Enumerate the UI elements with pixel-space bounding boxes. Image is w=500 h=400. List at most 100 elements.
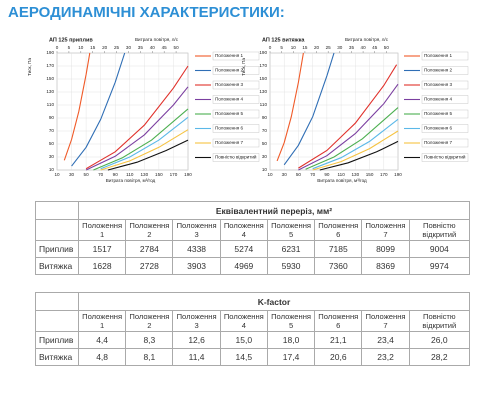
plot-area bbox=[56, 52, 189, 171]
cell: 18,0 bbox=[266, 331, 316, 349]
curve bbox=[85, 65, 189, 170]
cell: 26,0 bbox=[408, 331, 471, 349]
x-tick-label: 90 bbox=[324, 172, 330, 177]
cell: 20,6 bbox=[314, 348, 363, 366]
x-tick-label: 10 bbox=[267, 172, 273, 177]
y-tick-label: 170 bbox=[259, 63, 267, 68]
column-header: Положення 6 bbox=[314, 310, 363, 332]
curve bbox=[305, 107, 399, 170]
curve bbox=[276, 52, 304, 162]
cell: 8369 bbox=[361, 257, 410, 275]
x2-tick-label: 30 bbox=[126, 45, 132, 50]
chart-title: АП 125 приплив bbox=[49, 37, 93, 43]
cell: 28,2 bbox=[408, 348, 471, 366]
y-tick-label: 10 bbox=[49, 167, 55, 172]
x2-tick-label: 15 bbox=[302, 45, 308, 50]
legend-label: Положення 3 bbox=[424, 82, 452, 87]
table-title: Еквівалентний переріз, мм² bbox=[78, 201, 470, 220]
x-tick-label: 170 bbox=[380, 172, 388, 177]
cell: 1628 bbox=[77, 257, 127, 275]
x2-tick-label: 15 bbox=[90, 45, 96, 50]
table-title: K-factor bbox=[78, 292, 470, 311]
column-header: Положення 1 bbox=[77, 219, 127, 241]
legend-box bbox=[212, 95, 260, 104]
legend-label: Положення 6 bbox=[215, 126, 243, 131]
curve bbox=[298, 64, 398, 169]
x2-tick-label: 10 bbox=[291, 45, 297, 50]
y-tick-label: 150 bbox=[259, 76, 267, 81]
x2-axis-title: Витрата повітря, л/с bbox=[135, 37, 179, 42]
y-tick-label: 50 bbox=[49, 141, 55, 146]
y-tick-label: 190 bbox=[46, 50, 54, 55]
cell: 21,1 bbox=[314, 331, 363, 349]
x2-tick-label: 0 bbox=[269, 45, 272, 50]
y-tick-label: 90 bbox=[49, 115, 55, 120]
y-tick-label: 50 bbox=[262, 141, 268, 146]
curve bbox=[312, 130, 399, 171]
y-tick-label: 110 bbox=[260, 102, 268, 107]
cell: 6231 bbox=[266, 240, 316, 258]
curve bbox=[298, 83, 399, 171]
curve bbox=[63, 52, 91, 161]
x-tick-label: 130 bbox=[351, 172, 359, 177]
legend-label: Положення 6 bbox=[424, 126, 452, 131]
legend-box bbox=[212, 66, 260, 75]
data-row: Витяжка 4,8 8,1 11,4 14,5 17,4 20,6 23,2 28,2 bbox=[35, 348, 471, 366]
cell: 8,1 bbox=[125, 348, 174, 366]
plot-area bbox=[269, 52, 399, 171]
data-row: Витяжка 1628 2728 3903 4969 5930 7360 8369 9974 bbox=[35, 257, 471, 275]
legend-box bbox=[421, 95, 469, 104]
corner-cell bbox=[35, 310, 79, 332]
curve bbox=[283, 52, 335, 166]
curve bbox=[71, 52, 126, 167]
row-label: Приплив bbox=[35, 240, 79, 258]
x2-tick-label: 30 bbox=[337, 45, 343, 50]
cell: 23,2 bbox=[361, 348, 410, 366]
x2-tick-label: 45 bbox=[162, 45, 168, 50]
legend-box bbox=[212, 51, 260, 61]
cell: 1517 bbox=[77, 240, 127, 258]
legend-label: Положення 5 bbox=[215, 111, 243, 116]
x-axis-title: Витрата повітря, м³/год bbox=[317, 178, 367, 183]
corner-cell bbox=[35, 219, 79, 241]
cell: 5930 bbox=[266, 257, 316, 275]
legend-box bbox=[421, 66, 469, 75]
x-tick-label: 50 bbox=[84, 172, 90, 177]
cell: 7185 bbox=[314, 240, 363, 258]
column-header: Положення 4 bbox=[219, 310, 268, 332]
cell: 9004 bbox=[408, 240, 471, 258]
data-table: K-factor Положення 1 Положення 2 Положення … bbox=[35, 292, 471, 366]
y-tick-label: 190 bbox=[259, 50, 267, 55]
x-tick-label: 70 bbox=[310, 172, 316, 177]
y-tick-label: 150 bbox=[46, 76, 54, 81]
curve bbox=[93, 108, 189, 171]
chart-title: АП 125 витяжка bbox=[262, 37, 305, 43]
x-tick-label: 50 bbox=[296, 172, 302, 177]
corner-cell bbox=[35, 292, 79, 311]
cell: 12,6 bbox=[172, 331, 221, 349]
y-tick-label: 170 bbox=[46, 63, 54, 68]
x2-tick-label: 50 bbox=[174, 45, 180, 50]
legend-label: Положення 7 bbox=[424, 140, 452, 145]
legend-box bbox=[421, 124, 469, 133]
title-row: K-factor bbox=[35, 292, 470, 311]
y-tick-label: 10 bbox=[262, 167, 268, 172]
x2-tick-label: 10 bbox=[78, 45, 84, 50]
x-tick-label: 170 bbox=[170, 172, 178, 177]
cell: 8099 bbox=[361, 240, 410, 258]
x-axis-title: Витрата повітря, м³/год bbox=[106, 178, 156, 183]
cell: 17,4 bbox=[266, 348, 316, 366]
x2-tick-label: 5 bbox=[68, 45, 71, 50]
curve bbox=[107, 139, 189, 171]
curve bbox=[319, 140, 399, 171]
row-label: Витяжка bbox=[35, 348, 79, 366]
y-tick-label: 130 bbox=[259, 89, 267, 94]
curve bbox=[100, 129, 189, 171]
y-tick-label: 110 bbox=[47, 102, 55, 107]
data-row: Приплив 1517 2784 4338 5274 6231 7185 8099 9004 bbox=[35, 240, 471, 258]
x-tick-label: 130 bbox=[140, 172, 148, 177]
cell: 3903 bbox=[172, 257, 221, 275]
column-header: Повністю відкритий bbox=[408, 219, 471, 241]
